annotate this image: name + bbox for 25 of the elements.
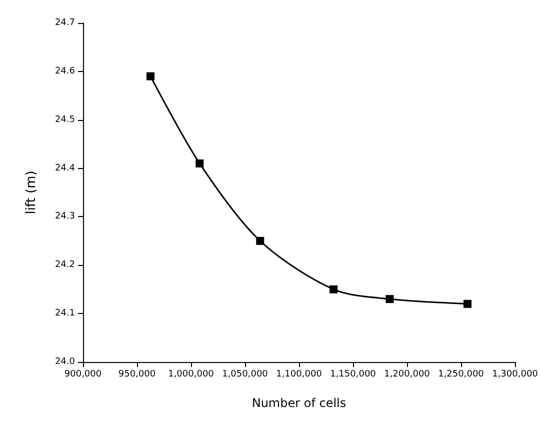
x-tick-label: 1,150,000 xyxy=(330,370,376,380)
x-tick-label: 950,000 xyxy=(118,370,156,380)
x-axis-title: Number of cells xyxy=(252,396,346,410)
y-tick-label: 24.5 xyxy=(54,114,75,125)
x-tick-label: 1,300,000 xyxy=(492,370,538,380)
y-tick-label: 24.4 xyxy=(54,163,76,174)
y-axis-title: lift (m) xyxy=(24,170,39,214)
x-tick-label: 1,100,000 xyxy=(276,370,322,380)
point xyxy=(146,72,154,80)
y-tick-label: 24.2 xyxy=(54,260,75,270)
point xyxy=(386,295,394,304)
x-tick-label: 900,000 xyxy=(64,370,102,380)
point xyxy=(330,285,338,294)
point xyxy=(196,159,204,168)
y-tick-label: 24.0 xyxy=(54,357,76,367)
x-tick-label: 1,250,000 xyxy=(438,370,484,380)
y-tick-label: 24.6 xyxy=(54,66,76,76)
point xyxy=(256,236,264,245)
x-tick-label: 1,050,000 xyxy=(222,370,268,380)
y-tick-label: 24.7 xyxy=(54,18,75,28)
x-tick-label: 1,000,000 xyxy=(168,370,214,380)
point xyxy=(463,300,472,308)
y-tick-label: 24.1 xyxy=(54,308,75,319)
x-tick-label: 1,200,000 xyxy=(384,370,430,380)
y-tick-label: 24.3 xyxy=(54,212,75,222)
